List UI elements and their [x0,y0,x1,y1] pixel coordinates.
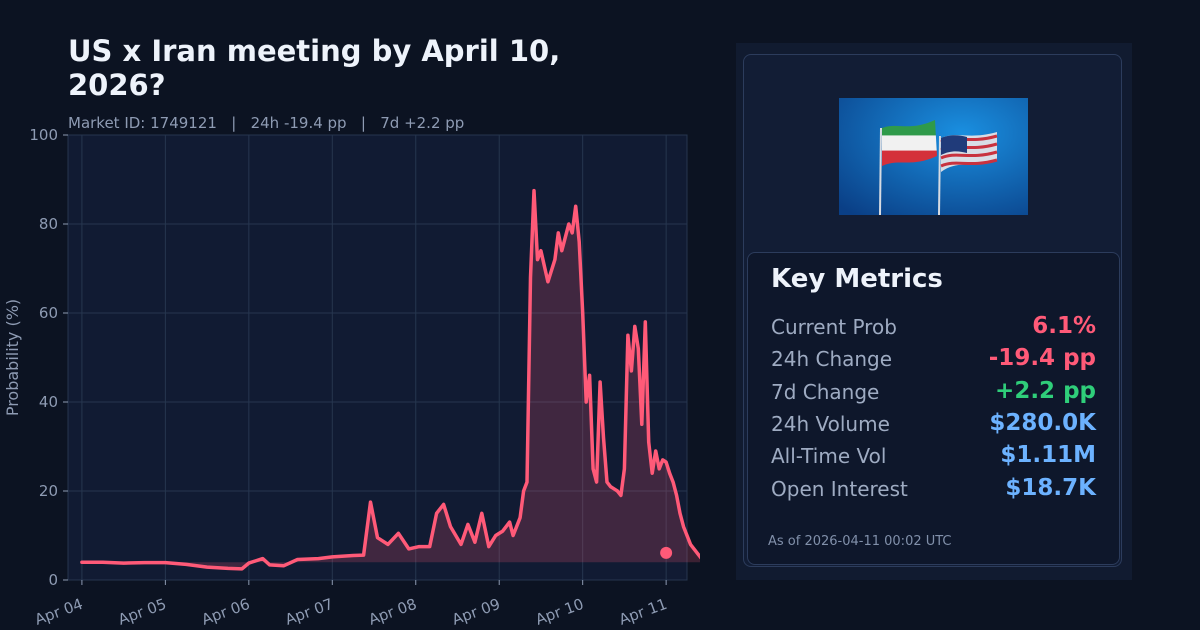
page-title: US x Iran meeting by April 10, 2026? [68,34,561,102]
metric-value: $1.11M [1000,442,1096,469]
x-tick-label: Apr 09 [450,595,503,629]
y-tick-label: 100 [29,126,58,144]
x-tick-label: Apr 10 [533,595,586,629]
metric-label: 24h Change [771,347,893,372]
metric-value: +2.2 pp [995,377,1096,404]
metric-row: Open Interest $18.7K [771,474,1096,507]
series-area [81,190,700,569]
y-axis-label: Probability (%) [3,299,22,416]
market-subtitle: Market ID: 1749121 | 24h -19.4 pp | 7d +… [68,114,465,132]
metric-row: 24h Volume $280.0K [771,409,1096,442]
metric-value: $18.7K [1005,474,1096,501]
x-tick-label: Apr 06 [199,595,252,629]
y-tick-label: 0 [48,571,58,589]
y-tick-label: 40 [39,393,58,411]
x-tick-label: Apr 11 [617,595,670,629]
metric-label: 24h Volume [771,411,890,436]
metric-label: Current Prob [771,315,897,339]
metric-value: $280.0K [989,409,1096,436]
x-tick-label: Apr 08 [366,595,419,629]
metric-label: All-Time Vol [771,444,887,469]
current-point-marker [660,546,673,559]
as-of-timestamp: As of 2026-04-11 00:02 UTC [768,534,952,549]
metric-value: 6.1% [1032,313,1096,339]
metric-row: 24h Change -19.4 pp [771,345,1096,377]
metric-row: 7d Change +2.2 pp [771,377,1096,410]
metric-label: Open Interest [771,476,908,501]
key-metrics-title: Key Metrics [771,264,943,294]
x-tick-label: Apr 04 [32,595,85,629]
x-tick-label: Apr 07 [283,595,336,629]
y-tick-label: 20 [39,482,58,500]
metric-label: 7d Change [771,379,880,404]
us-iran-flags-icon [839,98,1028,215]
metric-row: Current Prob 6.1% [771,313,1096,345]
y-tick-label: 80 [39,215,58,233]
metric-value: -19.4 pp [988,345,1096,372]
metric-row: All-Time Vol $1.11M [771,442,1096,474]
x-tick-label: Apr 05 [116,595,169,629]
y-tick-label: 60 [39,304,58,322]
probability-chart: 0 20 40 60 80 100 Apr 04 Apr 05 Apr 06 Apr 07 Apr … [3,126,700,629]
key-metrics-card [747,252,1120,565]
